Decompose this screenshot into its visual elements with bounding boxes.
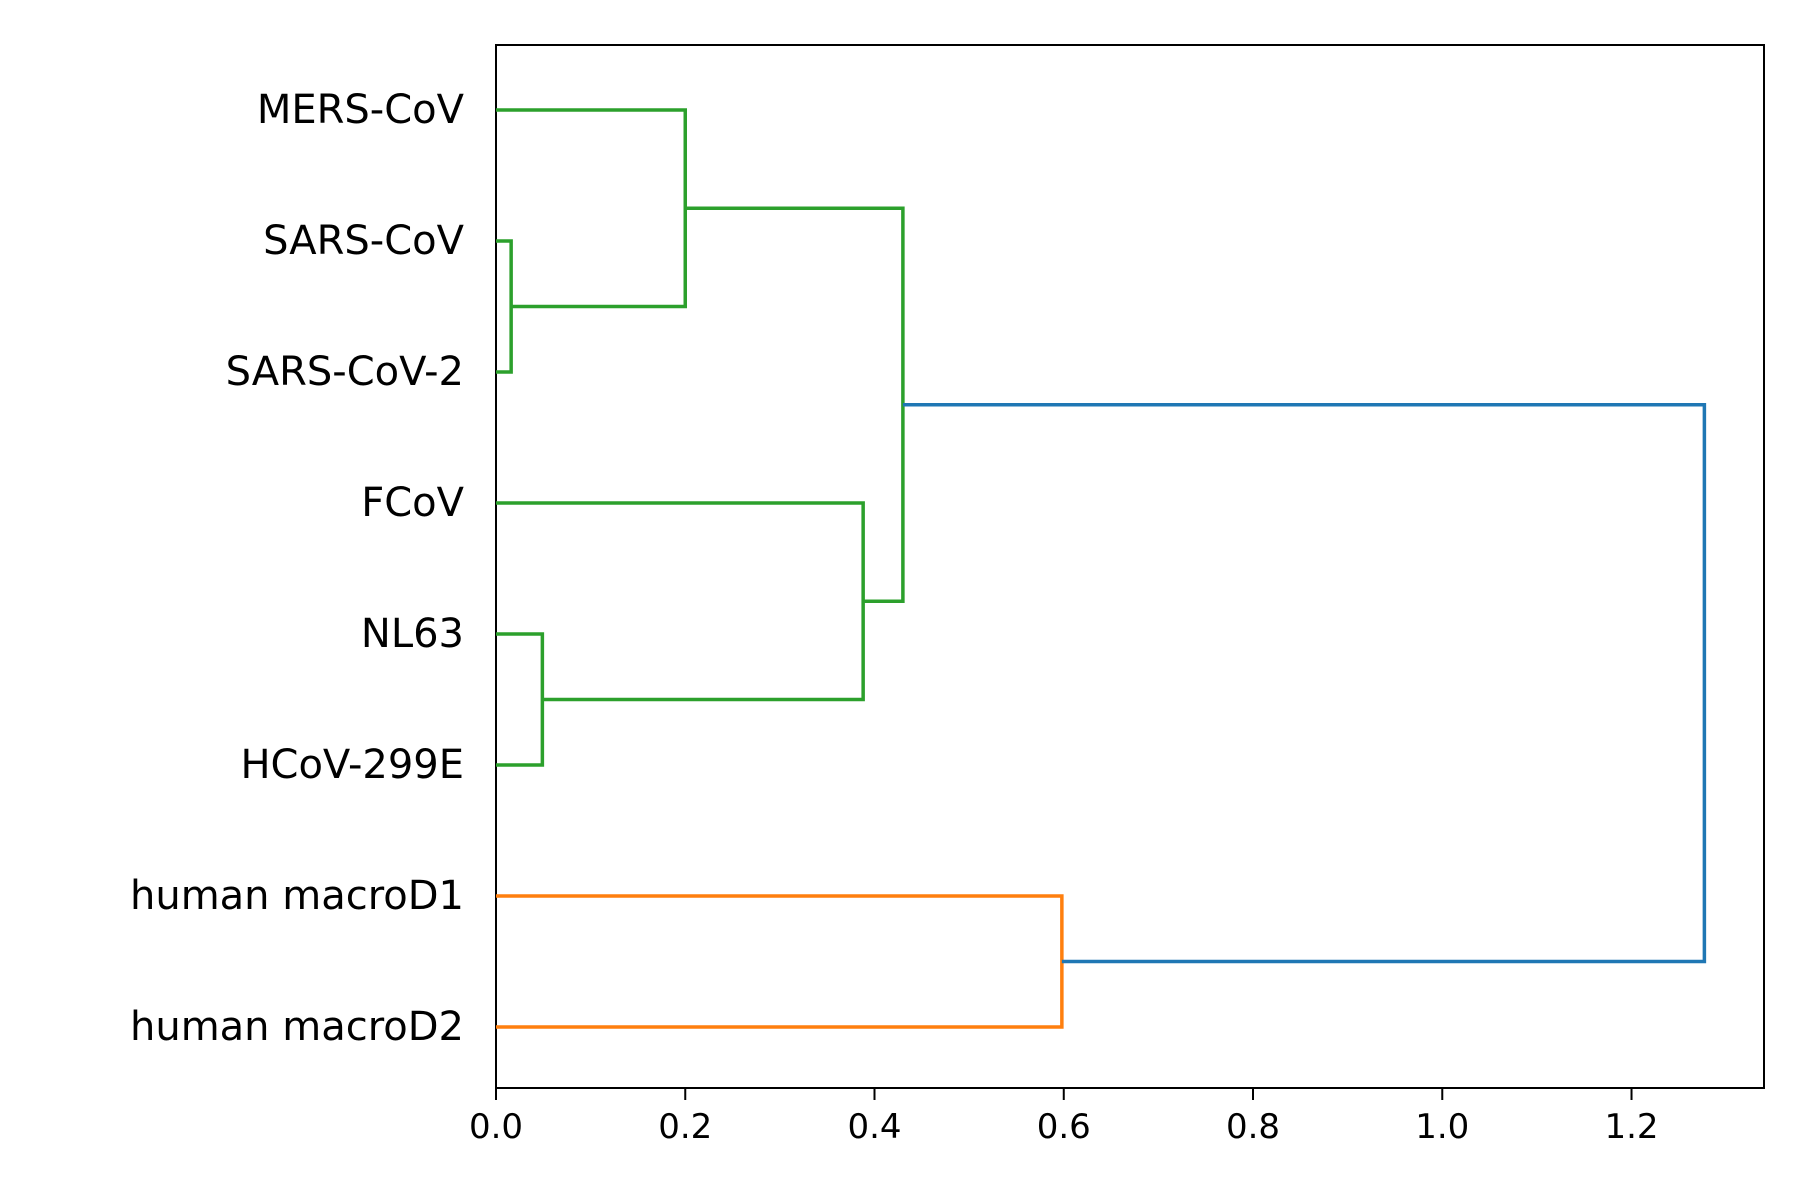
dendrogram-links (496, 108, 1707, 1029)
x-tick-label: 0.8 (1226, 1107, 1280, 1147)
leaf-label: SARS-CoV (263, 218, 465, 264)
x-tick-label: 1.0 (1415, 1107, 1469, 1147)
leaf-label: FCoV (361, 480, 464, 526)
leaf-label: human macroD1 (130, 873, 464, 919)
leaf-label: human macroD2 (130, 1004, 464, 1050)
x-tick-label: 0.2 (658, 1107, 712, 1147)
leaf-labels: MERS-CoV SARS-CoV SARS-CoV-2 FCoV NL63 HCoV-2… (130, 87, 465, 1050)
x-tick-label: 0.0 (469, 1107, 523, 1147)
x-axis-ticks: 0.0 0.2 0.4 0.6 0.8 1.0 1.2 (469, 1088, 1659, 1147)
link-human-macrod (496, 894, 1064, 1029)
link-sars-cov-sars-cov-2 (496, 239, 513, 374)
link-mers-cov-sars-group (496, 108, 688, 309)
x-tick-label: 1.2 (1604, 1107, 1658, 1147)
link-viral-cluster (685, 206, 905, 603)
x-tick-label: 0.6 (1037, 1107, 1091, 1147)
leaf-label: MERS-CoV (257, 87, 465, 133)
plot-frame (495, 44, 1765, 1089)
leaf-label: SARS-CoV-2 (226, 349, 464, 395)
link-root (902, 403, 1707, 964)
leaf-label: HCoV-299E (240, 742, 464, 788)
leaf-label: NL63 (361, 611, 464, 657)
link-nl63-hcov-299e (496, 632, 545, 767)
x-tick-label: 0.4 (847, 1107, 901, 1147)
link-fcov-nl63-group (496, 501, 865, 702)
